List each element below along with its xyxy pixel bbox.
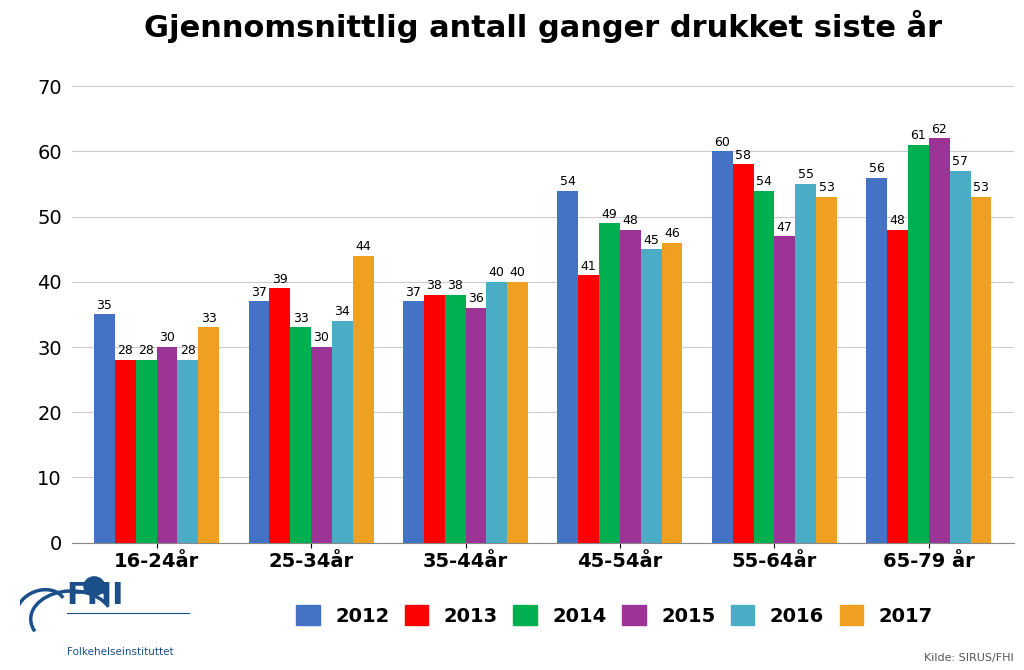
Text: 34: 34 <box>335 306 350 318</box>
Text: 33: 33 <box>201 312 217 325</box>
Bar <box>332 321 352 543</box>
Text: 56: 56 <box>868 162 885 175</box>
Bar <box>444 295 466 543</box>
Bar <box>290 328 311 543</box>
Bar <box>641 249 662 543</box>
Title: Gjennomsnittlig antall ganger drukket siste år: Gjennomsnittlig antall ganger drukket si… <box>143 10 942 43</box>
Bar <box>816 197 837 543</box>
Bar <box>311 347 332 543</box>
Text: 38: 38 <box>447 279 463 292</box>
Bar <box>754 190 774 543</box>
Bar <box>866 178 887 543</box>
Text: 37: 37 <box>251 286 267 299</box>
Text: 37: 37 <box>406 286 421 299</box>
Text: 48: 48 <box>890 214 905 227</box>
Text: 28: 28 <box>118 344 133 358</box>
Text: Folkehelseinstituttet: Folkehelseinstituttet <box>67 647 173 657</box>
Text: 28: 28 <box>180 344 196 358</box>
Text: 53: 53 <box>818 182 835 194</box>
Text: 38: 38 <box>426 279 442 292</box>
Bar <box>352 256 374 543</box>
Text: 46: 46 <box>665 227 680 240</box>
Bar <box>774 237 796 543</box>
Bar <box>971 197 991 543</box>
Bar <box>157 347 177 543</box>
Text: 48: 48 <box>623 214 638 227</box>
Text: 58: 58 <box>735 149 752 162</box>
Bar <box>929 139 949 543</box>
Text: 39: 39 <box>272 273 288 286</box>
Text: Kilde: SIRUS/FHI: Kilde: SIRUS/FHI <box>924 653 1014 663</box>
Text: 60: 60 <box>715 136 730 149</box>
Text: 40: 40 <box>510 266 525 279</box>
Text: 61: 61 <box>910 129 927 142</box>
Bar <box>796 184 816 543</box>
Circle shape <box>84 577 104 596</box>
Text: 49: 49 <box>602 208 617 220</box>
Bar <box>887 230 908 543</box>
Bar <box>949 171 971 543</box>
Bar <box>424 295 444 543</box>
Text: 55: 55 <box>798 168 814 182</box>
Bar <box>466 308 486 543</box>
Text: 54: 54 <box>560 175 575 188</box>
Legend: 2012, 2013, 2014, 2015, 2016, 2017: 2012, 2013, 2014, 2015, 2016, 2017 <box>289 598 940 633</box>
Text: 44: 44 <box>355 240 371 253</box>
Text: 33: 33 <box>293 312 308 325</box>
Bar <box>269 288 290 543</box>
Bar <box>557 190 579 543</box>
Bar <box>486 282 507 543</box>
Bar <box>199 328 219 543</box>
Text: 47: 47 <box>777 220 793 234</box>
Text: 54: 54 <box>756 175 772 188</box>
Bar <box>662 243 682 543</box>
Bar <box>94 314 115 543</box>
Text: 30: 30 <box>159 332 175 344</box>
Text: FHI: FHI <box>67 581 124 610</box>
Text: 57: 57 <box>952 155 968 168</box>
Text: 30: 30 <box>313 332 330 344</box>
Bar <box>403 302 424 543</box>
Text: 35: 35 <box>96 299 113 312</box>
Bar <box>599 223 620 543</box>
Text: 36: 36 <box>468 292 483 306</box>
Text: 53: 53 <box>973 182 989 194</box>
Bar <box>115 360 136 543</box>
Text: 40: 40 <box>488 266 505 279</box>
Bar <box>249 302 269 543</box>
Bar <box>733 164 754 543</box>
Bar <box>908 145 929 543</box>
Bar <box>620 230 641 543</box>
Text: 28: 28 <box>138 344 155 358</box>
Bar <box>712 151 733 543</box>
Bar <box>177 360 199 543</box>
Text: 62: 62 <box>932 123 947 136</box>
Text: 45: 45 <box>643 234 659 247</box>
Bar <box>507 282 528 543</box>
Bar <box>136 360 157 543</box>
Text: 41: 41 <box>581 260 597 273</box>
Bar <box>579 275 599 543</box>
